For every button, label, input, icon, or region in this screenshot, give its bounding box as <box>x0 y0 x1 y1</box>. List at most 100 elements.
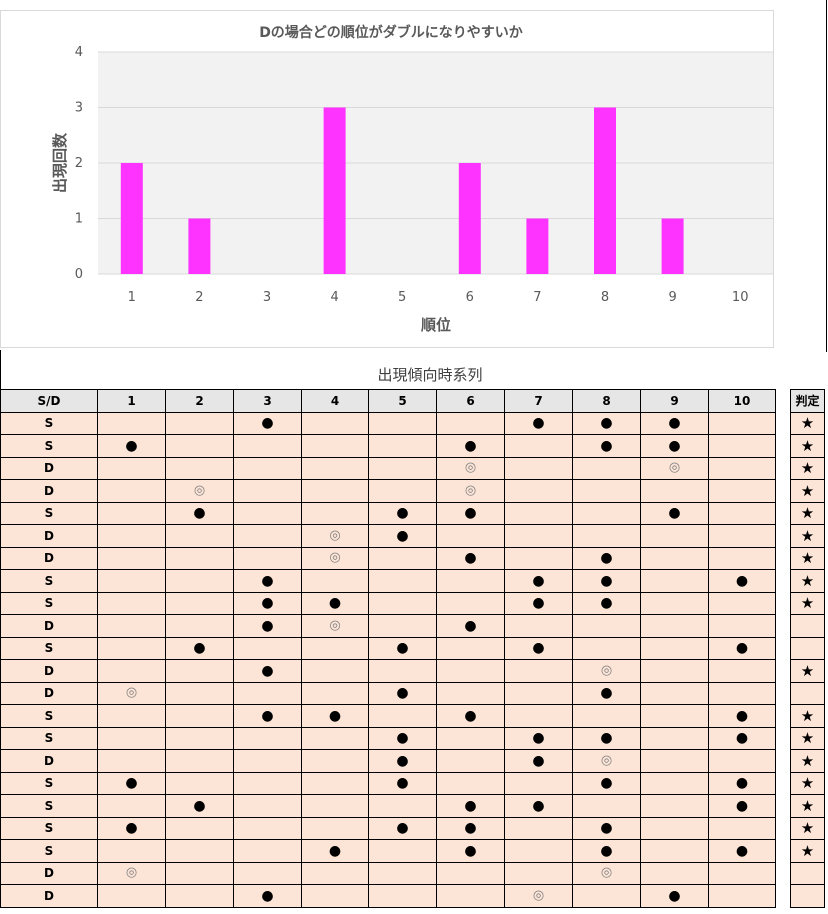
mark-cell <box>572 636 641 660</box>
mark-cell <box>97 749 166 773</box>
verdict-cell <box>790 861 825 885</box>
mark-cell <box>301 681 369 705</box>
mark-cell <box>165 591 234 615</box>
mark-cell <box>504 816 573 840</box>
mark-cell: ● <box>436 501 505 525</box>
table-title: 出現傾向時系列 <box>377 366 483 384</box>
verdict-row: ★ <box>790 749 825 773</box>
verdict-cell: ★ <box>790 839 825 863</box>
verdict-cell: ★ <box>790 749 825 773</box>
mark-cell <box>436 569 505 593</box>
mark-cell <box>97 524 166 548</box>
mark-cell <box>97 884 166 908</box>
sd-cell: S <box>0 726 98 750</box>
mark-cell: ◎ <box>97 681 166 705</box>
mark-cell <box>640 816 709 840</box>
mark-cell: ● <box>640 411 709 435</box>
mark-cell <box>640 546 709 570</box>
header-rank-8: 8 <box>572 389 641 413</box>
mark-cell <box>301 479 369 503</box>
mark-cell: ● <box>301 591 369 615</box>
x-tick-label: 3 <box>263 290 271 305</box>
table-row: S ● ● ● ● <box>0 726 776 750</box>
mark-cell: ● <box>368 816 437 840</box>
mark-cell <box>436 659 505 683</box>
mark-cell <box>165 546 234 570</box>
mark-cell: ● <box>368 524 437 548</box>
mark-cell <box>368 659 437 683</box>
mark-cell <box>233 479 302 503</box>
mark-cell <box>233 681 302 705</box>
header-rank-5: 5 <box>368 389 437 413</box>
mark-cell <box>708 591 776 615</box>
mark-cell <box>368 704 437 728</box>
mark-cell <box>165 749 234 773</box>
mark-cell: ● <box>504 636 573 660</box>
mark-cell <box>165 569 234 593</box>
mark-cell: ● <box>572 726 641 750</box>
mark-cell <box>165 861 234 885</box>
mark-cell <box>368 794 437 818</box>
table-row: D ◎ ◎ <box>0 861 776 885</box>
bar <box>188 218 211 274</box>
verdict-cell: ★ <box>790 771 825 795</box>
sd-cell: D <box>0 861 98 885</box>
mark-cell <box>301 456 369 480</box>
sd-cell: S <box>0 591 98 615</box>
mark-cell <box>504 501 573 525</box>
mark-cell: ● <box>436 794 505 818</box>
header-rank-3: 3 <box>233 389 302 413</box>
sd-cell: D <box>0 546 98 570</box>
mark-cell: ◎ <box>436 456 505 480</box>
mark-cell <box>436 636 505 660</box>
mark-cell: ● <box>436 546 505 570</box>
mark-cell: ● <box>572 546 641 570</box>
x-tick-label: 7 <box>533 290 541 305</box>
mark-cell: ◎ <box>572 749 641 773</box>
mark-cell <box>165 726 234 750</box>
verdict-cell <box>790 614 825 638</box>
mark-cell: ● <box>436 434 505 458</box>
mark-cell: ● <box>572 839 641 863</box>
mark-cell: ● <box>572 411 641 435</box>
mark-cell: ◎ <box>165 479 234 503</box>
mark-cell <box>708 411 776 435</box>
mark-cell <box>97 456 166 480</box>
verdict-row <box>790 636 825 660</box>
table-row: S ● ● ● ● <box>0 816 776 840</box>
x-tick-label: 10 <box>732 290 749 305</box>
mark-cell <box>368 884 437 908</box>
mark-cell <box>97 479 166 503</box>
header-rank-9: 9 <box>640 389 709 413</box>
mark-cell <box>640 614 709 638</box>
mark-cell <box>436 749 505 773</box>
verdict-row: ★ <box>790 771 825 795</box>
mark-cell: ● <box>233 704 302 728</box>
mark-cell <box>504 456 573 480</box>
mark-cell <box>165 524 234 548</box>
mark-cell <box>233 636 302 660</box>
mark-cell <box>368 591 437 615</box>
verdict-row: ★ <box>790 839 825 863</box>
verdict-row: ★ <box>790 704 825 728</box>
verdict-cell: ★ <box>790 546 825 570</box>
table-row: D ● ◎ ● <box>0 884 776 908</box>
mark-cell <box>504 659 573 683</box>
mark-cell: ● <box>165 501 234 525</box>
mark-cell <box>708 884 776 908</box>
mark-cell <box>708 614 776 638</box>
mark-cell: ◎ <box>301 524 369 548</box>
mark-cell: ● <box>708 636 776 660</box>
table-row: D ◎ ● <box>0 524 776 548</box>
table-row: S ● ● ● ● <box>0 704 776 728</box>
mark-cell: ● <box>436 704 505 728</box>
mark-cell <box>708 816 776 840</box>
verdict-row: ★ <box>790 591 825 615</box>
mark-cell: ◎ <box>572 659 641 683</box>
table-row: D ● ◎ <box>0 659 776 683</box>
table-row: S ● ● ● ● <box>0 434 776 458</box>
mark-cell <box>97 546 166 570</box>
mark-cell <box>572 884 641 908</box>
sd-cell: D <box>0 659 98 683</box>
bar <box>526 218 549 274</box>
